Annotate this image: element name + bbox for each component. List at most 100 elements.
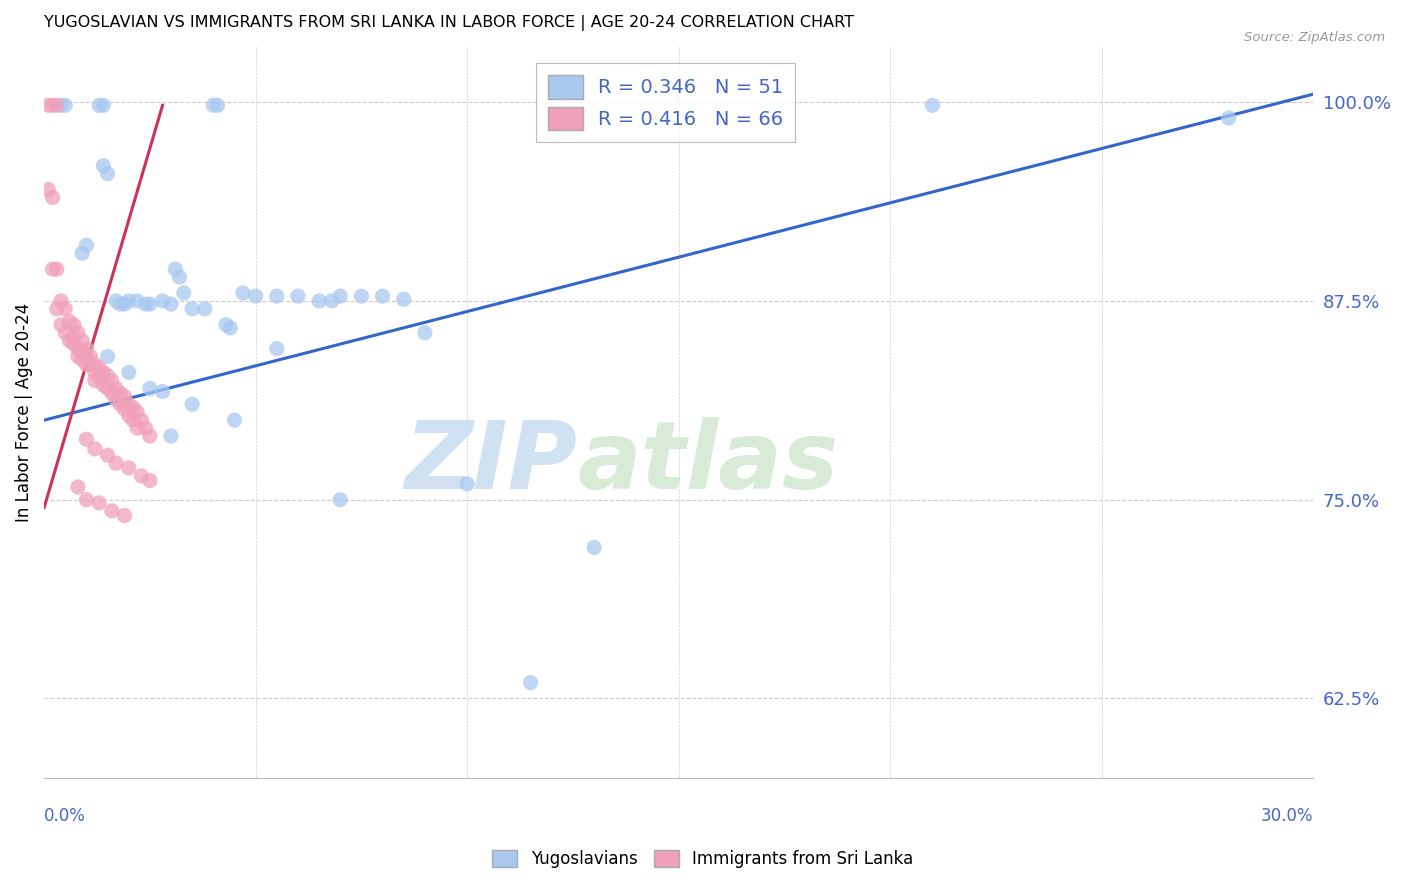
Point (83, 358, 105, 372)
Point (921, 98, 943, 112)
Point (110, 397, 132, 411)
Point (1218, 111, 1240, 125)
Point (91, 366, 114, 380)
Point (75, 342, 97, 356)
Point (97, 350, 120, 364)
Point (105, 456, 128, 470)
Point (37, 183, 59, 197)
Point (131, 413, 153, 427)
Point (118, 366, 141, 380)
Text: Source: ZipAtlas.com: Source: ZipAtlas.com (1244, 31, 1385, 45)
Point (329, 492, 352, 507)
Point (83, 442, 105, 456)
Point (583, 541, 606, 555)
Point (114, 508, 136, 523)
Point (87, 98, 110, 112)
Point (371, 289, 394, 303)
Point (79, 358, 101, 372)
Point (37, 98, 59, 112)
Point (58, 334, 80, 348)
Point (87, 360, 110, 375)
Point (122, 413, 145, 427)
Point (165, 262, 187, 277)
Point (266, 342, 288, 356)
Point (139, 381, 162, 395)
Point (224, 413, 246, 427)
Point (97, 368, 120, 383)
Point (215, 318, 238, 332)
Point (181, 397, 204, 411)
Point (83, 373, 105, 387)
Point (392, 293, 415, 307)
Point (101, 504, 124, 518)
Text: 0.0%: 0.0% (44, 807, 86, 825)
Point (114, 297, 136, 311)
Point (207, 98, 229, 112)
Point (160, 297, 183, 311)
Point (105, 392, 128, 407)
Point (110, 297, 132, 311)
Text: 30.0%: 30.0% (1261, 807, 1313, 825)
Point (118, 409, 141, 423)
Point (66, 480, 89, 494)
Point (91, 98, 114, 112)
Point (101, 373, 124, 387)
Point (413, 326, 436, 340)
Point (79, 350, 101, 364)
Point (58, 315, 80, 329)
Point (70, 334, 93, 348)
Point (75, 432, 97, 446)
Point (66, 342, 89, 356)
Point (169, 270, 191, 285)
Point (91, 159, 114, 173)
Point (62, 318, 84, 332)
Point (87, 496, 110, 510)
Point (66, 350, 89, 364)
Point (139, 297, 162, 311)
Point (75, 238, 97, 252)
Point (245, 289, 267, 303)
Point (127, 405, 149, 419)
Point (66, 326, 89, 340)
Point (53, 301, 76, 316)
Point (219, 321, 242, 335)
Point (152, 384, 174, 399)
Point (118, 397, 141, 411)
Point (114, 402, 136, 417)
Point (135, 297, 157, 311)
Y-axis label: In Labor Force | Age 20-24: In Labor Force | Age 20-24 (15, 302, 32, 522)
Point (75, 350, 97, 364)
Point (118, 293, 141, 308)
Legend: Yugoslavians, Immigrants from Sri Lanka: Yugoslavians, Immigrants from Sri Lanka (485, 843, 921, 875)
Point (266, 289, 288, 303)
Point (139, 429, 162, 443)
Point (127, 421, 149, 435)
Point (105, 293, 128, 308)
Point (350, 289, 373, 303)
Point (135, 421, 157, 435)
Point (97, 167, 120, 181)
Point (118, 461, 141, 475)
Point (45, 301, 67, 316)
Point (97, 381, 120, 395)
Point (232, 285, 254, 300)
Text: YUGOSLAVIAN VS IMMIGRANTS FROM SRI LANKA IN LABOR FORCE | AGE 20-24 CORRELATION : YUGOSLAVIAN VS IMMIGRANTS FROM SRI LANKA… (44, 15, 853, 31)
Point (110, 386, 132, 401)
Point (75, 358, 97, 372)
Point (49, 293, 72, 308)
Point (53, 98, 76, 112)
Legend: R = 0.346   N = 51, R = 0.416   N = 66: R = 0.346 N = 51, R = 0.416 N = 66 (536, 63, 796, 142)
Point (181, 301, 204, 316)
Point (160, 429, 183, 443)
Point (41, 98, 63, 112)
Point (70, 246, 93, 260)
Point (287, 289, 309, 303)
Point (101, 386, 124, 401)
Point (456, 476, 478, 491)
Point (62, 330, 84, 344)
Point (122, 401, 145, 415)
Point (87, 370, 110, 384)
Point (308, 293, 330, 308)
Point (194, 301, 217, 316)
Point (75, 492, 97, 507)
